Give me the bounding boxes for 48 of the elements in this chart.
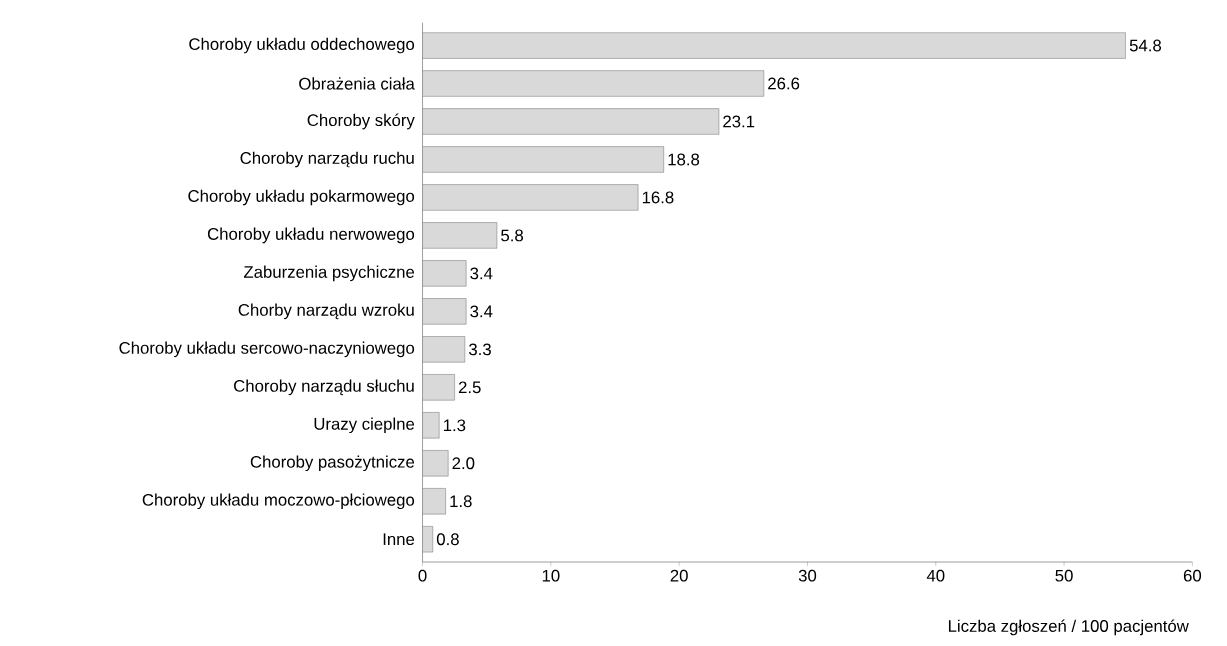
bar bbox=[422, 374, 455, 401]
data-label: 2.5 bbox=[458, 381, 481, 394]
data-label: 54.8 bbox=[1129, 39, 1162, 52]
x-tick-label: 10 bbox=[542, 569, 560, 582]
y-tick-label: Choroby narządu ruchu bbox=[240, 151, 414, 168]
data-label: 2.0 bbox=[452, 457, 475, 470]
y-tick-label: Inne bbox=[383, 533, 415, 546]
data-label: 0.8 bbox=[436, 533, 459, 546]
x-tick-label: 40 bbox=[926, 569, 945, 582]
y-tick-label: Chorby narządu wzroku bbox=[238, 303, 414, 320]
data-label: 26.6 bbox=[768, 77, 800, 90]
x-tick-label: 30 bbox=[798, 569, 817, 582]
data-label: 16.8 bbox=[642, 191, 674, 204]
y-tick-label: Choroby układu moczowo-płciowego bbox=[142, 493, 415, 510]
y-tick-label: Obrażenia ciała bbox=[299, 77, 415, 90]
y-tick-label: Choroby narządu słuchu bbox=[234, 379, 414, 396]
y-tick-label: Zaburzenia psychiczne bbox=[243, 265, 415, 282]
bar bbox=[422, 184, 639, 211]
bar bbox=[422, 298, 467, 325]
data-label: 23.1 bbox=[723, 115, 755, 128]
y-tick-label: Choroby układu nerwowego bbox=[207, 227, 415, 244]
y-tick-label: Choroby układu pokarmowego bbox=[188, 189, 415, 206]
bar bbox=[422, 222, 498, 249]
data-label: 1.3 bbox=[443, 419, 466, 432]
y-tick-label: Choroby układu sercowo-naczyniowego bbox=[119, 341, 415, 358]
data-label: 5.8 bbox=[501, 229, 524, 242]
x-tick-label: 0 bbox=[418, 569, 427, 582]
bar bbox=[422, 260, 467, 287]
bar bbox=[422, 70, 765, 97]
x-tick-label: 60 bbox=[1183, 569, 1202, 582]
bar bbox=[422, 412, 440, 439]
bar bbox=[422, 336, 466, 363]
bar bbox=[422, 450, 449, 477]
y-tick-label: Choroby pasożytnicze bbox=[250, 455, 415, 472]
x-axis-title: Liczba zgłoszeń / 100 pacjentów bbox=[948, 619, 1189, 636]
data-label: 3.3 bbox=[468, 343, 491, 356]
y-tick-label: Urazy cieplne bbox=[314, 417, 415, 434]
x-tick-label: 50 bbox=[1055, 569, 1073, 582]
data-label: 18.8 bbox=[668, 153, 700, 166]
x-tick-label: 20 bbox=[670, 569, 688, 582]
bar bbox=[422, 146, 664, 173]
data-label: 3.4 bbox=[470, 267, 493, 280]
bar bbox=[422, 32, 1126, 59]
data-label: 1.8 bbox=[450, 495, 472, 508]
bar bbox=[422, 108, 720, 135]
y-tick-label: Choroby układu oddechowego bbox=[189, 37, 415, 54]
data-label: 3.4 bbox=[470, 305, 493, 318]
y-tick-label: Choroby skóry bbox=[307, 113, 415, 130]
